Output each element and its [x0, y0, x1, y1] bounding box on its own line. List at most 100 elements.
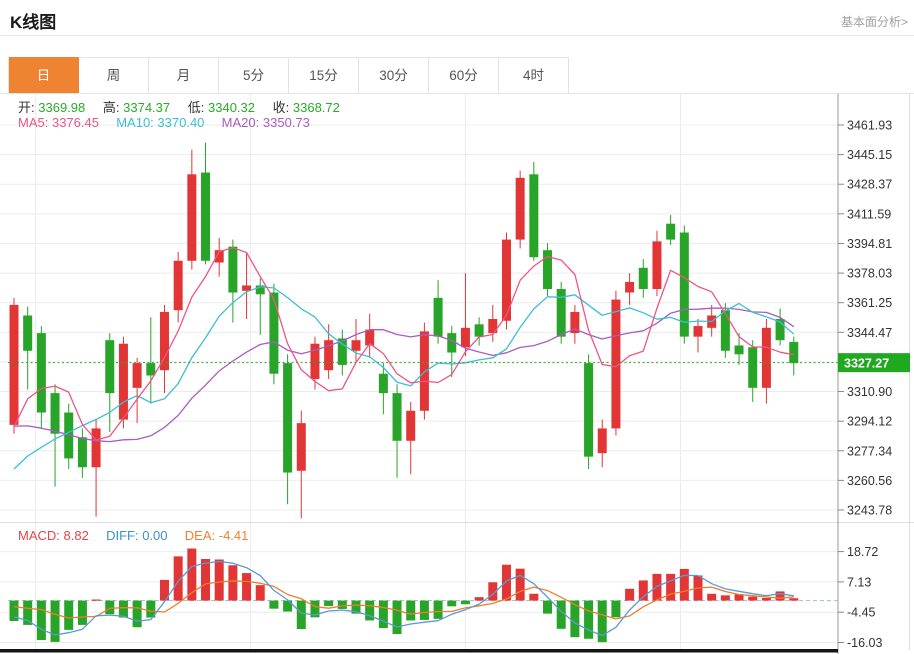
high-label: 高:: [102, 100, 120, 115]
tab-60分[interactable]: 60分: [429, 58, 499, 94]
tab-15分[interactable]: 15分: [289, 58, 359, 94]
candle: [460, 273, 470, 357]
macd-bar: [351, 600, 361, 614]
tab-周[interactable]: 周: [79, 58, 149, 94]
ma-legend: MA5: 3376.45 MA10: 3370.40 MA20: 3350.73: [18, 115, 310, 130]
macd-bar: [255, 585, 265, 601]
candle: [392, 384, 402, 478]
candle: [570, 304, 580, 344]
high-value: 3374.37: [123, 100, 171, 115]
macd-bar: [761, 597, 771, 601]
tabrow-divider: [0, 93, 914, 94]
macd-bar: [419, 600, 429, 620]
ma5-line: [13, 247, 794, 441]
macd-bar: [625, 588, 635, 601]
candle: [474, 317, 484, 346]
macd-bar: [597, 600, 607, 643]
macd-bar: [310, 600, 320, 618]
tab-月[interactable]: 月: [149, 58, 219, 94]
candle: [734, 333, 744, 365]
candle: [50, 384, 60, 487]
fundamental-analysis-link[interactable]: 基本面分析>: [840, 15, 908, 29]
svg-text:3327.27: 3327.27: [844, 356, 889, 370]
candle: [515, 170, 525, 249]
macd-bar: [214, 559, 224, 601]
tab-日[interactable]: 日: [9, 57, 79, 94]
macd-bar: [283, 600, 293, 612]
y-axis-label: 3428.37: [847, 178, 892, 192]
macd-bar: [324, 600, 334, 607]
macd-bar: [159, 579, 169, 601]
macd-bar: [242, 573, 252, 601]
tab-4时[interactable]: 4时: [499, 58, 569, 94]
candle: [201, 142, 211, 265]
macd-bar: [734, 594, 744, 601]
candle: [118, 336, 128, 429]
candle: [761, 319, 771, 404]
macd-bar: [679, 568, 689, 601]
candle: [775, 308, 785, 346]
candle: [488, 304, 498, 342]
macd-chart-canvas[interactable]: 18.72 7.13 -4.45 -16.03: [0, 522, 914, 654]
macd-bar: [406, 600, 416, 621]
close-value: 3368.72: [292, 100, 340, 115]
y-axis-label: 3361.25: [847, 296, 892, 310]
candle: [543, 243, 553, 297]
candle: [296, 410, 306, 519]
y-axis-label: 3310.90: [847, 385, 892, 399]
macd-bar: [707, 593, 717, 601]
candle: [584, 354, 594, 470]
ma10-legend: MA10: 3370.40: [116, 115, 205, 130]
macd-bar: [488, 582, 498, 601]
candle: [365, 313, 375, 358]
main-chart-canvas[interactable]: 3461.93 3445.15 3428.37 3411.59 3394.81 3378.…: [0, 94, 914, 522]
macd-bar: [23, 600, 33, 625]
macd-bar: [132, 600, 142, 628]
ohlc-legend: 开: 3369.98 高: 3374.37 低: 3340.32 收: 3368…: [18, 97, 354, 116]
ma10-line: [13, 286, 795, 470]
candle: [378, 363, 388, 415]
macd-bar: [460, 600, 470, 605]
bottom-border: [0, 649, 838, 653]
diff-value-legend: DIFF: 0.00: [106, 528, 168, 543]
macd-bar: [584, 600, 594, 639]
candle: [77, 428, 87, 478]
y-axis-label: 7.13: [847, 575, 871, 589]
macd-bar: [666, 573, 676, 601]
macd-bar: [146, 600, 156, 618]
y-axis-label: -4.45: [847, 606, 876, 620]
y-axis-label: 3378.03: [847, 267, 892, 281]
macd-bar: [50, 600, 60, 642]
tab-5分[interactable]: 5分: [219, 58, 289, 94]
period-tabs: 日周月 5分 15分 30分 60分 4时: [8, 57, 569, 94]
candle: [337, 329, 347, 376]
y-axis-label: 3243.78: [847, 503, 892, 517]
candle: [255, 278, 265, 335]
y-axis-label: 3445.15: [847, 148, 892, 162]
tab-30分[interactable]: 30分: [359, 58, 429, 94]
y-axis-label: 18.72: [847, 545, 878, 559]
macd-bar: [105, 600, 115, 615]
macd-bar: [118, 600, 128, 618]
title-divider: [0, 35, 914, 36]
candle: [638, 259, 648, 298]
macd-bar: [365, 600, 375, 621]
candle: [693, 319, 703, 353]
y-axis-label: 3411.59: [847, 207, 891, 221]
macd-bar: [515, 568, 525, 601]
candle: [789, 336, 799, 376]
candle: [9, 297, 19, 434]
y-axis-label: 3344.47: [847, 326, 892, 340]
candle: [36, 326, 46, 429]
macd-bar: [474, 597, 484, 601]
low-label: 低:: [187, 100, 205, 115]
candle: [529, 161, 539, 261]
candle: [406, 401, 416, 475]
macd-bar: [173, 556, 183, 601]
candle: [132, 357, 142, 424]
candle: [146, 317, 156, 404]
macd-bar: [228, 565, 238, 601]
candle: [91, 419, 101, 517]
dea-value-legend: DEA: -4.41: [184, 528, 249, 543]
y-axis-label: -16.03: [847, 636, 882, 650]
